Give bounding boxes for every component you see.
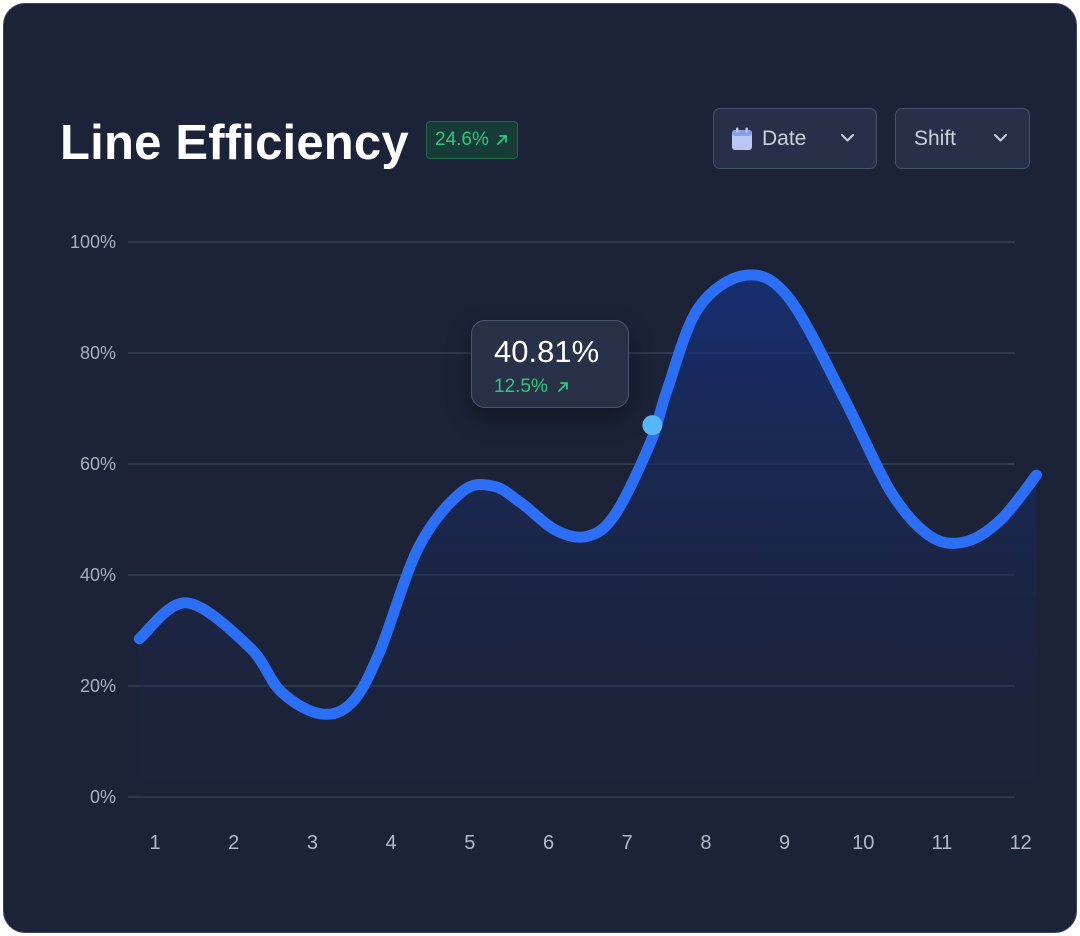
y-axis-ticks: 0% 20% 40% 60% 80% 100% bbox=[70, 232, 116, 807]
line-chart: 0%20%40%60%80%100% 1 2 3 4 5 6 7 8 9 10 11 12 bbox=[70, 232, 1042, 854]
y-tick-label: 80% bbox=[80, 343, 116, 363]
tooltip-change: 12.5% bbox=[494, 377, 570, 397]
x-axis-ticks: 1 2 3 4 5 6 7 8 9 10 11 12 bbox=[149, 832, 1031, 854]
shift-dropdown[interactable]: Shift bbox=[895, 108, 1030, 169]
x-tick-label: 11 bbox=[932, 832, 953, 854]
x-tick-label: 3 bbox=[307, 832, 318, 854]
y-tick-label: 20% bbox=[80, 676, 116, 696]
data-tooltip: 40.81% 12.5% bbox=[471, 320, 629, 408]
y-tick-label: 0% bbox=[90, 787, 116, 807]
trend-badge: 24.6% bbox=[426, 121, 518, 159]
chart-card: 0% 20% 40% 60% 80% 100% 1 2 3 4 5 6 7 8 9 10 11 12 Line … bbox=[3, 3, 1077, 933]
trend-badge-value: 24.6% bbox=[435, 129, 489, 150]
x-tick-label: 5 bbox=[464, 832, 475, 854]
x-tick-label: 2 bbox=[228, 832, 239, 854]
x-tick-label: 10 bbox=[852, 832, 874, 854]
x-tick-label: 6 bbox=[543, 832, 554, 854]
series-line[interactable] bbox=[133, 269, 1042, 720]
x-tick-label: 9 bbox=[779, 832, 790, 854]
chevron-down-icon bbox=[994, 134, 1007, 142]
date-dropdown-label: Date bbox=[762, 127, 807, 150]
x-tick-label: 12 bbox=[1010, 832, 1032, 854]
shift-dropdown-label: Shift bbox=[914, 127, 957, 150]
y-tick-label: 40% bbox=[80, 565, 116, 585]
series-area bbox=[139, 274, 1037, 797]
calendar-icon bbox=[732, 127, 752, 150]
y-tick-label: 60% bbox=[80, 454, 116, 474]
tooltip-value: 40.81% bbox=[494, 334, 600, 369]
x-tick-label: 8 bbox=[700, 832, 711, 854]
date-dropdown[interactable]: Date bbox=[713, 108, 877, 169]
page-title: Line Efficiency bbox=[60, 116, 409, 170]
highlight-point[interactable] bbox=[642, 415, 663, 436]
tooltip-change-value: 12.5% bbox=[494, 376, 548, 397]
x-tick-label: 7 bbox=[622, 832, 633, 854]
y-tick-label: 100% bbox=[70, 232, 116, 252]
arrow-up-right-icon bbox=[557, 382, 568, 392]
arrow-up-right-icon bbox=[496, 135, 507, 145]
x-tick-label: 4 bbox=[386, 832, 397, 854]
chevron-down-icon bbox=[841, 134, 854, 142]
x-tick-label: 1 bbox=[149, 832, 160, 854]
